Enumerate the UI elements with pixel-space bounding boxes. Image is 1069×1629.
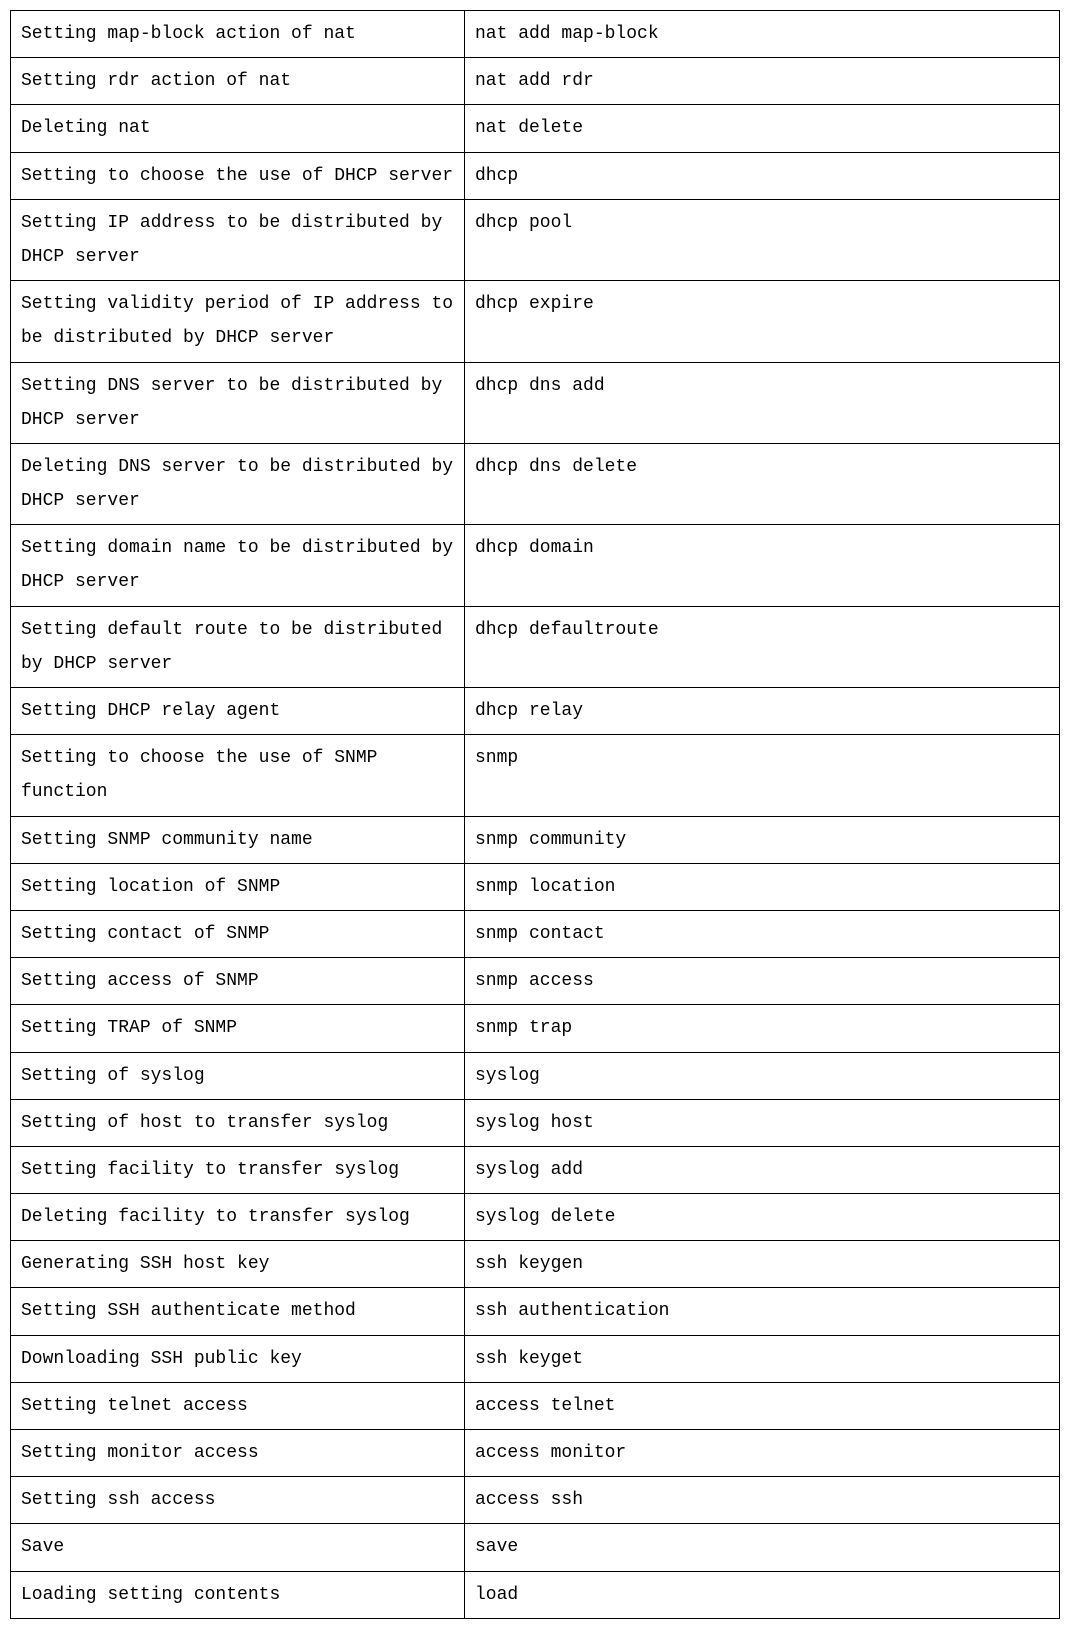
table-row: Downloading SSH public keyssh keyget (11, 1335, 1060, 1382)
description-cell: Setting SNMP community name (11, 816, 465, 863)
table-row: Loading setting contentsload (11, 1571, 1060, 1618)
description-cell: Setting access of SNMP (11, 958, 465, 1005)
command-cell: access ssh (465, 1477, 1060, 1524)
description-cell: Setting ssh access (11, 1477, 465, 1524)
command-cell: ssh keygen (465, 1241, 1060, 1288)
command-cell: nat add rdr (465, 58, 1060, 105)
command-cell: load (465, 1571, 1060, 1618)
command-cell: dhcp defaultroute (465, 606, 1060, 687)
table-row: Setting location of SNMPsnmp location (11, 863, 1060, 910)
table-row: Setting to choose the use of DHCP server… (11, 152, 1060, 199)
description-cell: Setting telnet access (11, 1382, 465, 1429)
description-cell: Setting DNS server to be distributed by … (11, 362, 465, 443)
description-cell: Setting to choose the use of SNMP functi… (11, 735, 465, 816)
table-row: Setting to choose the use of SNMP functi… (11, 735, 1060, 816)
table-row: Setting domain name to be distributed by… (11, 525, 1060, 606)
command-cell: nat add map-block (465, 11, 1060, 58)
command-cell: dhcp dns add (465, 362, 1060, 443)
description-cell: Deleting nat (11, 105, 465, 152)
command-cell: dhcp relay (465, 688, 1060, 735)
description-cell: Setting location of SNMP (11, 863, 465, 910)
table-row: Setting facility to transfer syslogsyslo… (11, 1146, 1060, 1193)
description-cell: Loading setting contents (11, 1571, 465, 1618)
command-cell: dhcp (465, 152, 1060, 199)
table-row: Setting DHCP relay agentdhcp relay (11, 688, 1060, 735)
table-row: Setting contact of SNMPsnmp contact (11, 910, 1060, 957)
table-row: Setting SNMP community namesnmp communit… (11, 816, 1060, 863)
command-cell: snmp trap (465, 1005, 1060, 1052)
description-cell: Setting contact of SNMP (11, 910, 465, 957)
table-row: Generating SSH host keyssh keygen (11, 1241, 1060, 1288)
description-cell: Setting TRAP of SNMP (11, 1005, 465, 1052)
command-cell: syslog host (465, 1099, 1060, 1146)
description-cell: Setting SSH authenticate method (11, 1288, 465, 1335)
description-cell: Deleting facility to transfer syslog (11, 1194, 465, 1241)
table-row: Setting monitor accessaccess monitor (11, 1430, 1060, 1477)
command-cell: dhcp domain (465, 525, 1060, 606)
table-row: Setting default route to be distributed … (11, 606, 1060, 687)
command-cell: snmp community (465, 816, 1060, 863)
command-cell: snmp location (465, 863, 1060, 910)
table-body: Setting map-block action of natnat add m… (11, 11, 1060, 1619)
table-row: Deleting natnat delete (11, 105, 1060, 152)
command-cell: snmp access (465, 958, 1060, 1005)
description-cell: Setting to choose the use of DHCP server (11, 152, 465, 199)
description-cell: Setting default route to be distributed … (11, 606, 465, 687)
command-cell: dhcp expire (465, 281, 1060, 362)
command-cell: snmp contact (465, 910, 1060, 957)
description-cell: Setting IP address to be distributed by … (11, 199, 465, 280)
command-cell: dhcp dns delete (465, 443, 1060, 524)
description-cell: Setting monitor access (11, 1430, 465, 1477)
table-row: Setting of host to transfer syslogsyslog… (11, 1099, 1060, 1146)
command-cell: access monitor (465, 1430, 1060, 1477)
table-row: Deleting DNS server to be distributed by… (11, 443, 1060, 524)
table-row: Setting rdr action of natnat add rdr (11, 58, 1060, 105)
table-row: Setting TRAP of SNMPsnmp trap (11, 1005, 1060, 1052)
description-cell: Downloading SSH public key (11, 1335, 465, 1382)
command-cell: ssh keyget (465, 1335, 1060, 1382)
table-row: Setting of syslogsyslog (11, 1052, 1060, 1099)
table-row: Setting validity period of IP address to… (11, 281, 1060, 362)
table-row: Setting telnet accessaccess telnet (11, 1382, 1060, 1429)
description-cell: Setting DHCP relay agent (11, 688, 465, 735)
command-cell: dhcp pool (465, 199, 1060, 280)
description-cell: Setting validity period of IP address to… (11, 281, 465, 362)
table-row: Setting ssh accessaccess ssh (11, 1477, 1060, 1524)
command-cell: save (465, 1524, 1060, 1571)
table-row: Setting IP address to be distributed by … (11, 199, 1060, 280)
command-cell: syslog delete (465, 1194, 1060, 1241)
command-cell: syslog add (465, 1146, 1060, 1193)
table-row: Deleting facility to transfer syslogsysl… (11, 1194, 1060, 1241)
description-cell: Setting map-block action of nat (11, 11, 465, 58)
description-cell: Generating SSH host key (11, 1241, 465, 1288)
command-cell: access telnet (465, 1382, 1060, 1429)
command-cell: snmp (465, 735, 1060, 816)
description-cell: Setting of host to transfer syslog (11, 1099, 465, 1146)
description-cell: Setting rdr action of nat (11, 58, 465, 105)
command-cell: syslog (465, 1052, 1060, 1099)
description-cell: Setting of syslog (11, 1052, 465, 1099)
table-row: Setting access of SNMPsnmp access (11, 958, 1060, 1005)
description-cell: Save (11, 1524, 465, 1571)
table-row: Setting map-block action of natnat add m… (11, 11, 1060, 58)
description-cell: Setting domain name to be distributed by… (11, 525, 465, 606)
table-row: Setting DNS server to be distributed by … (11, 362, 1060, 443)
command-reference-table: Setting map-block action of natnat add m… (10, 10, 1060, 1619)
command-cell: nat delete (465, 105, 1060, 152)
command-cell: ssh authentication (465, 1288, 1060, 1335)
table-row: Setting SSH authenticate methodssh authe… (11, 1288, 1060, 1335)
description-cell: Deleting DNS server to be distributed by… (11, 443, 465, 524)
table-row: Savesave (11, 1524, 1060, 1571)
description-cell: Setting facility to transfer syslog (11, 1146, 465, 1193)
